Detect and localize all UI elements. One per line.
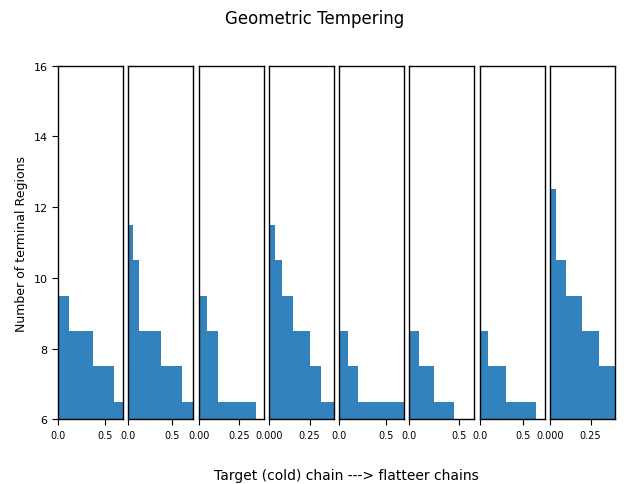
Text: Target (cold) chain ---> flatteer chains: Target (cold) chain ---> flatteer chains [214,468,479,482]
Text: Geometric Tempering: Geometric Tempering [226,10,404,28]
Y-axis label: Number of terminal Regions: Number of terminal Regions [15,155,28,331]
